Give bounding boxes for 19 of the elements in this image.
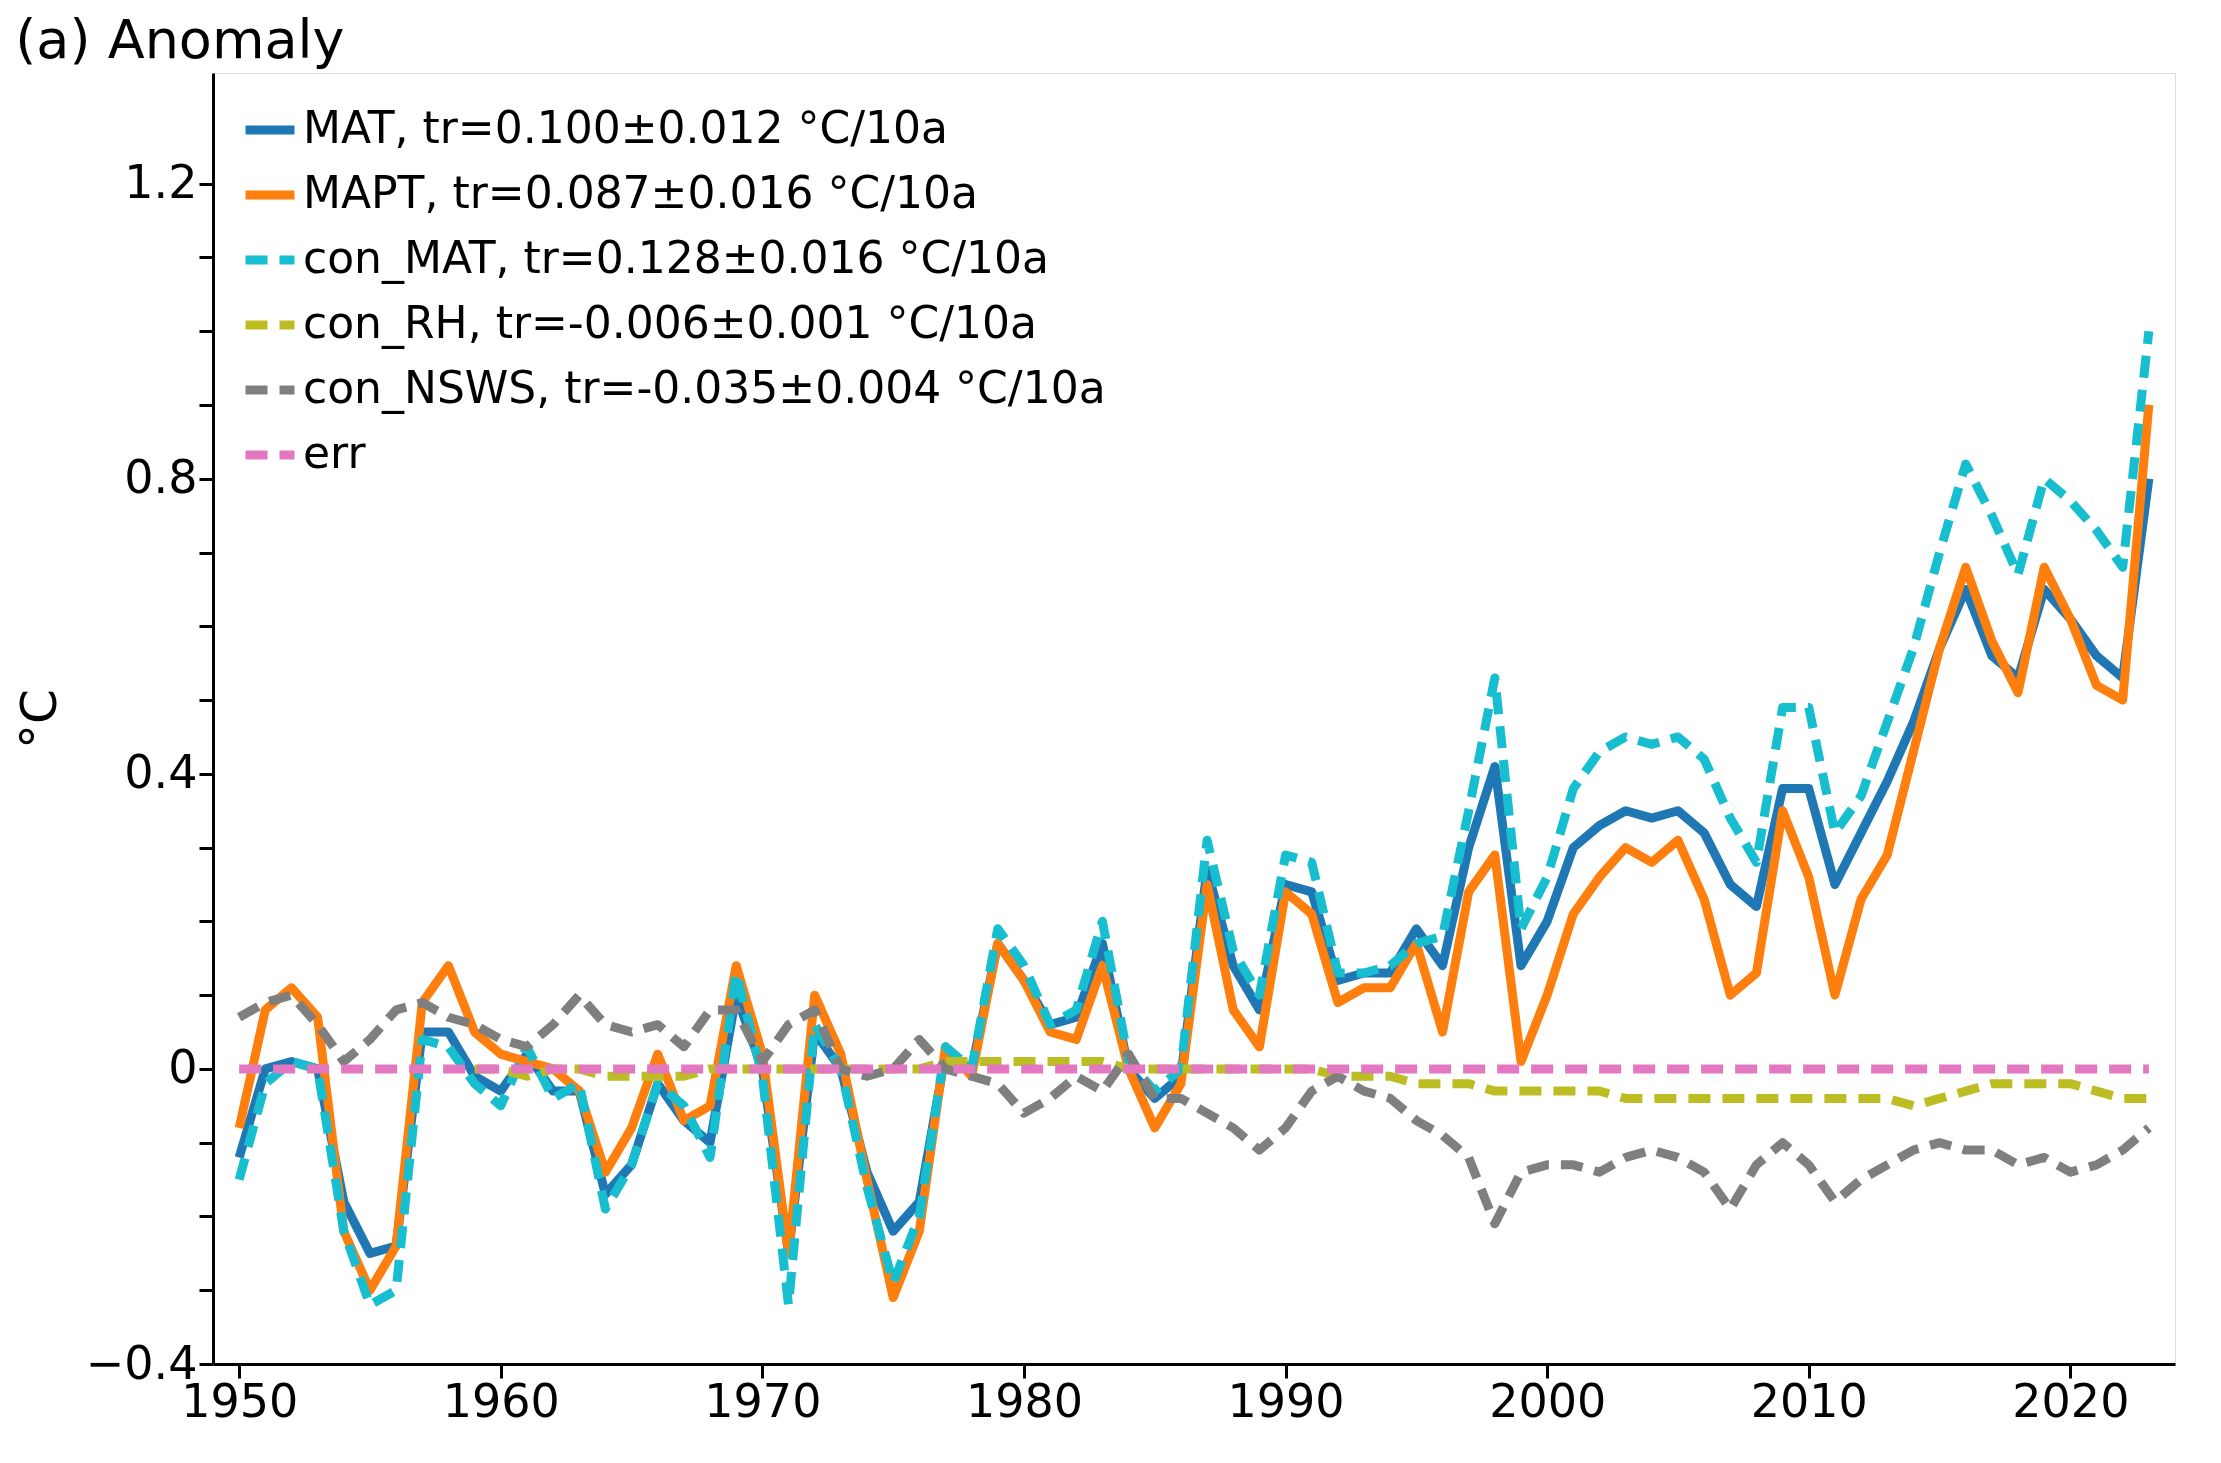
x-tick-label: 1980 [965,1373,1083,1428]
y-axis-title: °C [9,689,68,749]
x-tick-label: 1990 [1227,1373,1345,1428]
y-tick-label: 0 [168,1040,198,1095]
x-tick-label: 2010 [1750,1373,1868,1428]
y-tick-label: 0.4 [124,745,198,800]
y-tick-label: 0.8 [124,450,198,505]
legend-label: err [303,427,367,478]
legend-label: con_RH, tr=-0.006±0.001 °C/10a [303,297,1037,349]
x-tick-label: 2020 [2012,1373,2130,1428]
legend-label: con_MAT, tr=0.128±0.016 °C/10a [303,232,1049,284]
y-tick-label: 1.2 [124,155,198,210]
legend-label: MAT, tr=0.100±0.012 °C/10a [303,102,948,153]
legend-label: MAPT, tr=0.087±0.016 °C/10a [303,167,978,218]
x-tick-label: 1970 [704,1373,822,1428]
x-tick-label: 1960 [442,1373,560,1428]
x-tick-label: 2000 [1489,1373,1607,1428]
legend-label: con_NSWS, tr=-0.035±0.004 °C/10a [303,362,1106,414]
chart-title: (a) Anomaly [15,8,345,71]
